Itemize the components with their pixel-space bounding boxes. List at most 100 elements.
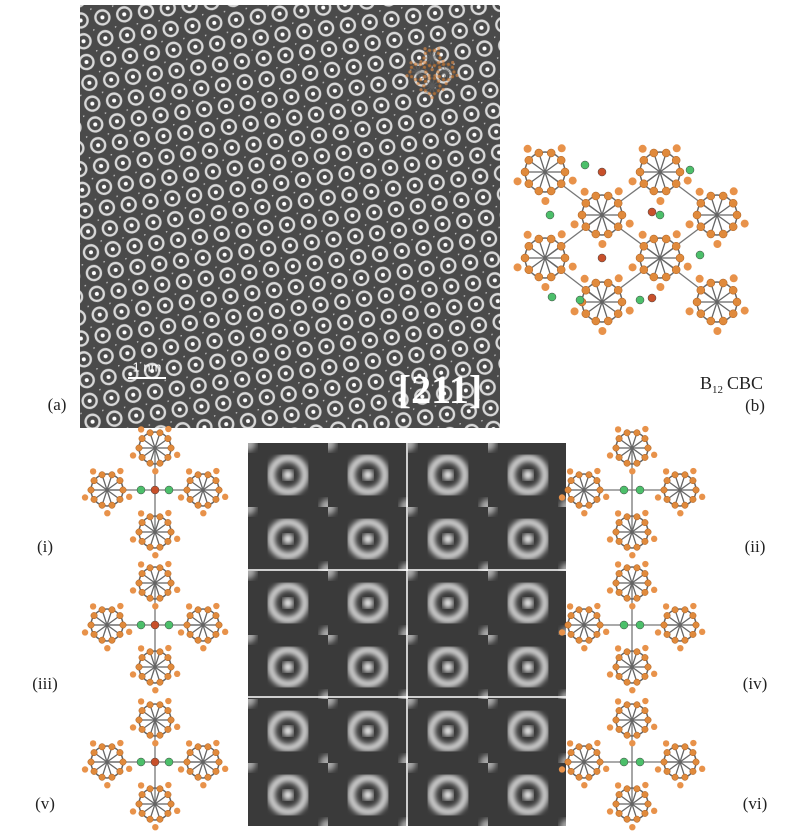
- boron-atom: [437, 75, 440, 78]
- boron-atom: [178, 766, 184, 772]
- boron-atom: [138, 561, 144, 567]
- boron-atom: [165, 791, 171, 797]
- boron-atom: [99, 637, 105, 643]
- boron-atom: [422, 84, 425, 87]
- boron-atom: [165, 519, 171, 525]
- boron-atom: [130, 724, 136, 730]
- boron-atom: [682, 502, 688, 508]
- boron-atom: [423, 47, 426, 50]
- boron-atom: [741, 307, 749, 315]
- boron-atom: [165, 589, 171, 595]
- page: {"panel_a": {"label": "(a)", "scale_bar"…: [0, 0, 792, 831]
- model-label: (ii): [745, 537, 766, 556]
- boron-atom: [157, 679, 163, 685]
- boron-atom: [719, 279, 727, 287]
- boron-atom: [651, 671, 657, 677]
- boron-atom: [431, 68, 434, 71]
- boron-atom: [686, 220, 694, 228]
- boron-atom: [438, 56, 441, 59]
- boron-atom: [598, 327, 606, 335]
- boron-atom: [651, 808, 657, 814]
- boron-atom: [604, 317, 612, 325]
- boron-atom: [682, 607, 688, 613]
- boron-atom: [639, 231, 647, 239]
- boron-atom: [613, 717, 619, 723]
- boron-atom: [581, 510, 587, 516]
- figure: 1 nm [211] (a) (b) B12CBC (i) (ii) (iii)…: [0, 0, 792, 831]
- boron-atom: [651, 536, 657, 542]
- boron-atom: [213, 612, 219, 618]
- boron-atom: [586, 637, 592, 643]
- boron-atom: [82, 494, 88, 500]
- boron-atom: [147, 460, 153, 466]
- chain-atom: [648, 208, 656, 216]
- boron-atom: [525, 242, 533, 250]
- boron-atom: [677, 645, 683, 651]
- boron-atom: [614, 310, 622, 318]
- boron-atom: [645, 445, 651, 451]
- boron-atom: [676, 254, 684, 262]
- boron-atom: [130, 671, 136, 677]
- boron-atom: [186, 468, 192, 474]
- boron-atom: [655, 766, 661, 772]
- boron-atom: [682, 637, 688, 643]
- boron-atom: [673, 230, 681, 238]
- boron-atom: [645, 580, 651, 586]
- boron-atom: [213, 603, 219, 609]
- boron-atom: [147, 702, 153, 708]
- boron-atom: [433, 49, 436, 52]
- boron-atom: [139, 673, 145, 679]
- boron-atom: [200, 645, 206, 651]
- boron-atom: [677, 510, 683, 516]
- boron-atom: [634, 732, 640, 738]
- boron-atom: [205, 744, 211, 750]
- boron-atom: [82, 766, 88, 772]
- boron-atom: [157, 565, 163, 571]
- boron-atom: [592, 192, 600, 200]
- boron-atom: [99, 472, 105, 478]
- boron-atom: [109, 502, 115, 508]
- boron-atom: [616, 726, 622, 732]
- boron-atom: [567, 603, 573, 609]
- chain-atom: [636, 486, 644, 494]
- boron-atom: [521, 254, 529, 262]
- boron-atom: [616, 654, 622, 660]
- boron-atom: [157, 544, 163, 550]
- boron-atom: [664, 749, 670, 755]
- boron-atom: [594, 749, 600, 755]
- boron-atom: [592, 230, 600, 238]
- boron-atom: [664, 496, 670, 502]
- boron-atom: [451, 75, 454, 78]
- boron-atom: [438, 66, 441, 69]
- boron-atom: [186, 740, 192, 746]
- boron-atom: [594, 612, 600, 618]
- boron-atom: [613, 445, 619, 451]
- boron-atom: [642, 519, 648, 525]
- boron-atom: [655, 494, 661, 500]
- boron-atom: [650, 273, 658, 281]
- boron-atom: [592, 317, 600, 325]
- boron-atom: [690, 612, 696, 618]
- boron-atom: [567, 740, 573, 746]
- boron-atom: [117, 740, 123, 746]
- boron-atom: [603, 494, 609, 500]
- boron-atom: [616, 810, 622, 816]
- boron-atom: [525, 180, 533, 188]
- boron-atom: [699, 629, 705, 635]
- boron-atom: [139, 570, 145, 576]
- boron-atom: [616, 519, 622, 525]
- boron-atom: [195, 502, 201, 508]
- boron-atom: [672, 637, 678, 643]
- boron-atom: [640, 156, 648, 164]
- boron-atom: [419, 88, 422, 91]
- boron-atom: [569, 177, 577, 185]
- boron-atom: [136, 664, 142, 670]
- boron-atom: [672, 502, 678, 508]
- boron-atom: [187, 496, 193, 502]
- boron-atom: [147, 732, 153, 738]
- boron-atom: [405, 74, 408, 77]
- boron-atom: [634, 786, 640, 792]
- boron-atom: [626, 220, 634, 228]
- boron-atom: [195, 744, 201, 750]
- boron-atom: [664, 768, 670, 774]
